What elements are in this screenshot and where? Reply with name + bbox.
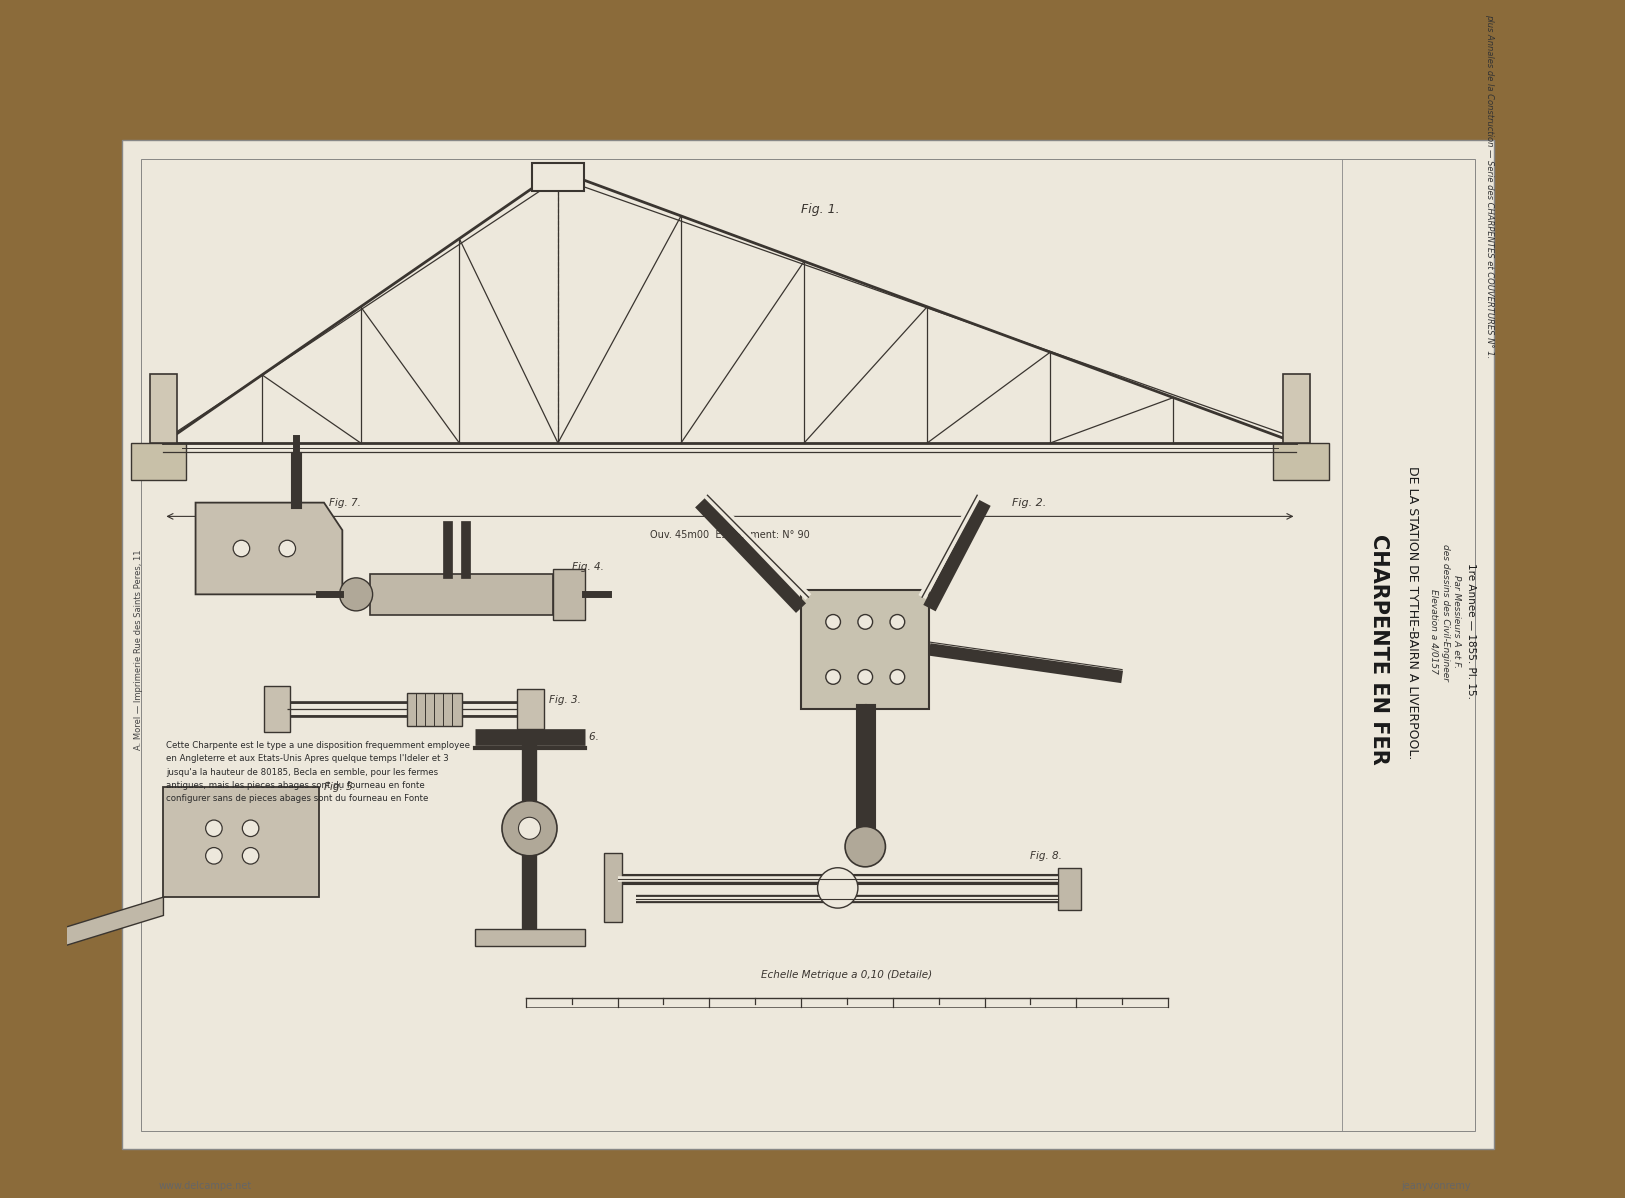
Text: Fig. 6.: Fig. 6. [567,732,600,742]
Circle shape [518,817,541,840]
Circle shape [891,615,905,629]
Polygon shape [1274,443,1329,479]
Text: Fig. 2.: Fig. 2. [1012,498,1046,508]
Text: Fig. 1.: Fig. 1. [801,202,840,216]
Circle shape [232,540,250,557]
Bar [1282,374,1310,443]
Text: Fig. 3.: Fig. 3. [549,695,580,704]
Circle shape [502,800,557,855]
Text: DE LA STATION DE TYTHE-BAIRN A LIVERPOOL.: DE LA STATION DE TYTHE-BAIRN A LIVERPOOL… [1406,466,1419,760]
Circle shape [242,821,258,836]
Bar [406,692,461,726]
Bar [164,787,320,897]
Polygon shape [164,787,320,897]
Circle shape [826,670,840,684]
Circle shape [280,540,296,557]
Text: des dessins des Civil-Engineer: des dessins des Civil-Engineer [1441,544,1451,682]
Bar [533,163,583,190]
Polygon shape [195,503,343,594]
Text: www.delcampe.net: www.delcampe.net [159,1181,252,1191]
Bar [140,158,1476,1131]
Circle shape [891,670,905,684]
Text: Fig. 7.: Fig. 7. [328,498,361,508]
Bar [1058,867,1081,910]
Text: Par Messieurs A et F.: Par Messieurs A et F. [1453,575,1461,668]
Text: A. Morel — Imprimerie Rue des Saints Peres, 11: A. Morel — Imprimerie Rue des Saints Per… [135,549,143,750]
Text: jeanyvonremy: jeanyvonremy [1401,1181,1471,1191]
Text: Fig. 8.: Fig. 8. [1030,852,1063,861]
Polygon shape [44,897,164,952]
Circle shape [858,670,873,684]
Text: plus Annales de la Construction — Serie des CHARPENTES et COUVERTURES N° 1.: plus Annales de la Construction — Serie … [1485,14,1493,358]
Polygon shape [132,443,187,479]
Bar [554,569,585,621]
Bar [476,930,585,945]
Text: Fig. 4.: Fig. 4. [572,562,603,573]
Bar [517,689,544,730]
Bar [604,853,622,922]
Bar [370,574,554,615]
Circle shape [826,615,840,629]
Circle shape [817,867,858,908]
Text: Echelle Metrique a 0,10 (Detaile): Echelle Metrique a 0,10 (Detaile) [762,969,933,980]
Circle shape [206,847,223,864]
Circle shape [206,821,223,836]
Circle shape [340,577,372,611]
Bar [801,589,930,709]
Text: Ouv. 45m00  Espacement: N° 90: Ouv. 45m00 Espacement: N° 90 [650,531,809,540]
Text: CHARPENTE EN FER: CHARPENTE EN FER [1368,534,1389,764]
Bar [265,686,289,732]
Text: Cette Charpente est le type a une disposition frequemment employee
en Angleterre: Cette Charpente est le type a une dispos… [166,742,470,803]
Circle shape [845,827,886,867]
Text: Fig. 5.: Fig. 5. [323,782,356,792]
Text: 1re Annee — 1855. Pl. 15.: 1re Annee — 1855. Pl. 15. [1466,563,1476,700]
Circle shape [242,847,258,864]
Circle shape [858,615,873,629]
Bar [150,374,177,443]
Text: Elevation a 4/0157: Elevation a 4/0157 [1430,588,1438,673]
